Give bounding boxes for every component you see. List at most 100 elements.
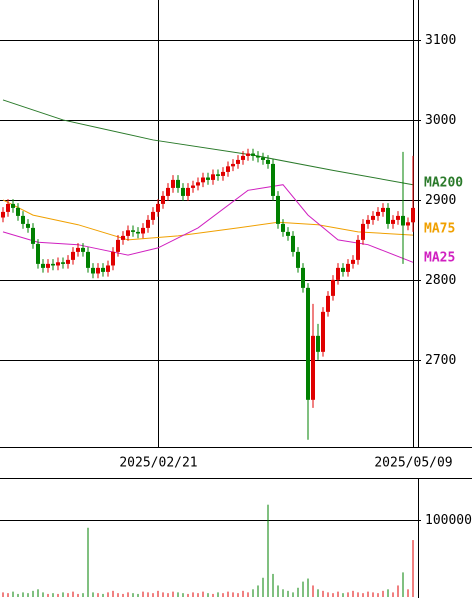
volume-bar bbox=[172, 591, 174, 597]
volume-bar bbox=[252, 589, 254, 597]
volume-bar bbox=[192, 592, 194, 597]
volume-bar bbox=[117, 593, 119, 597]
volume-bar bbox=[92, 592, 94, 597]
candle-body bbox=[171, 179, 175, 188]
candle-body bbox=[76, 247, 80, 252]
volume-bar bbox=[317, 589, 319, 597]
volume-bar bbox=[47, 593, 49, 597]
y-tick-label: 3000 bbox=[425, 113, 456, 128]
volume-bar bbox=[332, 593, 334, 597]
volume-bar bbox=[322, 590, 324, 597]
y-tick-label: 2800 bbox=[425, 273, 456, 288]
volume-bar bbox=[362, 593, 364, 597]
volume-bar bbox=[102, 593, 104, 597]
candle-body bbox=[316, 335, 320, 352]
volume-bar bbox=[107, 592, 109, 597]
candle-body bbox=[401, 215, 405, 226]
candle-body bbox=[261, 157, 265, 160]
candle-body bbox=[66, 259, 70, 264]
candle-body bbox=[21, 215, 25, 224]
candle-body bbox=[386, 207, 390, 224]
y-tick-label: 2900 bbox=[425, 193, 456, 208]
candle-body bbox=[156, 203, 160, 212]
volume-bar bbox=[72, 591, 74, 597]
volume-bar bbox=[237, 593, 239, 597]
candle-body bbox=[291, 235, 295, 252]
volume-bar bbox=[367, 591, 369, 597]
volume-bar bbox=[112, 590, 114, 597]
volume-bar bbox=[212, 593, 214, 597]
ma-line bbox=[2, 184, 414, 263]
candle-body bbox=[201, 177, 205, 183]
volume-bar bbox=[202, 591, 204, 597]
candle-body bbox=[106, 265, 110, 272]
volume-bar bbox=[407, 589, 409, 597]
candle-body bbox=[276, 195, 280, 224]
candle-body bbox=[51, 263, 55, 266]
volume-bar bbox=[122, 593, 124, 597]
candle-body bbox=[356, 239, 360, 260]
candle-body bbox=[31, 227, 35, 244]
candle-body bbox=[321, 311, 325, 352]
candle-body bbox=[361, 223, 365, 240]
volume-bar bbox=[42, 592, 44, 597]
candle-body bbox=[16, 207, 20, 216]
candle-body bbox=[346, 263, 350, 272]
candle-body bbox=[91, 267, 95, 274]
candle-body bbox=[26, 223, 30, 228]
volume-bar bbox=[222, 593, 224, 597]
candle-body bbox=[36, 243, 40, 264]
candle-body bbox=[311, 335, 315, 400]
candle-body bbox=[86, 251, 90, 268]
volume-bar bbox=[382, 590, 384, 597]
volume-bar bbox=[27, 593, 29, 597]
volume-bar bbox=[242, 590, 244, 597]
candle-body bbox=[146, 219, 150, 228]
volume-bar bbox=[32, 590, 34, 597]
candle-body bbox=[116, 239, 120, 252]
volume-bar bbox=[152, 593, 154, 597]
volume-bar bbox=[292, 592, 294, 597]
candle-body bbox=[326, 295, 330, 312]
volume-bar bbox=[182, 593, 184, 597]
candle-body bbox=[306, 287, 310, 400]
candle-body bbox=[296, 251, 300, 268]
candle-body bbox=[126, 230, 130, 236]
candle-body bbox=[241, 155, 245, 160]
volume-bar bbox=[347, 592, 349, 597]
volume-bar bbox=[157, 590, 159, 597]
volume-bar bbox=[232, 592, 234, 597]
candle-body bbox=[96, 267, 100, 274]
volume-bar bbox=[7, 593, 9, 597]
candle-body bbox=[256, 155, 260, 158]
volume-bar bbox=[97, 593, 99, 597]
candle-body bbox=[131, 230, 135, 232]
candle-body bbox=[286, 231, 290, 236]
volume-bar bbox=[87, 527, 89, 597]
volume-bar bbox=[312, 585, 314, 597]
candle-body bbox=[46, 263, 50, 268]
volume-bar bbox=[2, 592, 4, 597]
candle-body bbox=[191, 185, 195, 188]
candle-body bbox=[336, 267, 340, 280]
candle-body bbox=[196, 182, 200, 186]
volume-bar bbox=[337, 591, 339, 597]
candle-body bbox=[411, 207, 415, 223]
volume-bar bbox=[12, 591, 14, 597]
candle-body bbox=[366, 219, 370, 224]
candle-body bbox=[351, 259, 355, 264]
legend-label: MA200 bbox=[424, 176, 463, 191]
volume-bar bbox=[247, 592, 249, 597]
candle-body bbox=[56, 262, 60, 266]
candle-body bbox=[226, 166, 230, 172]
candle-body bbox=[181, 187, 185, 196]
x-tick-label: 2025/05/09 bbox=[374, 456, 452, 471]
volume-bar bbox=[137, 593, 139, 597]
volume-bar bbox=[372, 592, 374, 597]
volume-bar bbox=[267, 504, 269, 597]
candle-body bbox=[41, 263, 45, 268]
volume-bar bbox=[127, 592, 129, 597]
candle-body bbox=[396, 215, 400, 220]
volume-bar bbox=[282, 589, 284, 597]
